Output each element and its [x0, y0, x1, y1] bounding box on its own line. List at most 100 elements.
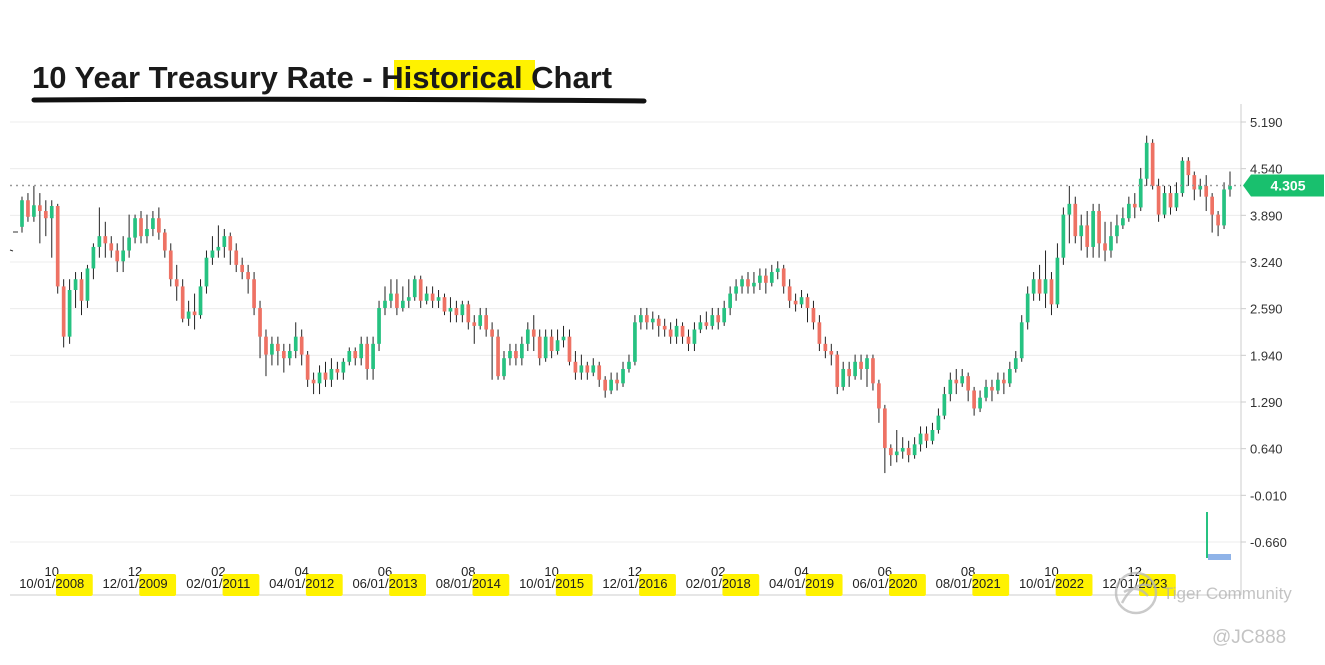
x-tick-month: 02 — [711, 564, 725, 579]
candle — [781, 264, 786, 294]
candle — [281, 343, 286, 373]
candle-body — [246, 272, 250, 280]
candle-body — [1085, 225, 1090, 247]
x-tick-prefix: 04/01/ — [769, 576, 806, 591]
candle — [1109, 221, 1113, 258]
x-tick-year: 2018 — [722, 576, 751, 591]
candle-body — [621, 368, 625, 384]
candle — [311, 372, 316, 395]
candle-body — [192, 311, 197, 316]
candle — [799, 290, 804, 308]
candle — [1198, 178, 1203, 197]
candle-body — [1132, 203, 1137, 208]
candle-body — [109, 243, 114, 251]
candle-body — [924, 433, 929, 441]
candle — [883, 404, 887, 474]
candle-body — [835, 354, 840, 387]
candle-body — [85, 268, 90, 301]
candle-body — [1067, 203, 1072, 215]
chart-title-text: 10 Year Treasury Rate - Historical Chart — [32, 60, 612, 95]
x-tick-date: 12/01/2016 — [602, 576, 667, 591]
candle — [1019, 315, 1024, 362]
candle-body — [877, 383, 881, 409]
candle — [323, 361, 328, 387]
candle — [436, 290, 441, 308]
x-tick-month: 06 — [878, 564, 892, 579]
candle-body — [460, 304, 465, 316]
candle — [900, 437, 905, 459]
candle-body — [365, 343, 369, 369]
candle — [674, 318, 679, 344]
candle-body — [383, 300, 387, 308]
candle — [948, 372, 953, 402]
candle — [287, 343, 292, 366]
candle-body — [686, 336, 691, 344]
candle — [656, 315, 661, 337]
x-tick-month: 12 — [128, 564, 142, 579]
candle-body — [1055, 257, 1060, 305]
candle-body — [811, 307, 816, 323]
x-tick-year-highlight — [472, 574, 510, 596]
candle — [1103, 221, 1107, 262]
candle-body — [180, 286, 185, 319]
candle-body — [43, 211, 48, 219]
candle-body — [442, 297, 447, 312]
candle-body — [1138, 178, 1143, 208]
current-price-tag: 4.305 — [1243, 174, 1324, 197]
candle — [585, 361, 590, 380]
x-tick-year-highlight — [389, 574, 426, 596]
y-tick-label: -0.660 — [1250, 535, 1287, 550]
candle — [549, 329, 554, 359]
candle — [383, 286, 387, 316]
candle — [168, 243, 173, 287]
candle-body — [859, 361, 863, 369]
candle — [942, 386, 947, 420]
candle — [1132, 193, 1137, 219]
candle — [32, 185, 36, 222]
candle-body — [1204, 185, 1209, 197]
candle-body — [990, 386, 994, 391]
candle-body — [502, 358, 506, 377]
candle-body — [775, 268, 780, 273]
candle — [406, 279, 411, 308]
candle — [174, 264, 179, 301]
candle — [198, 279, 203, 319]
x-tick-date: 08/01/2014 — [436, 576, 501, 591]
x-tick-prefix: 10/01/ — [1019, 576, 1056, 591]
candle-body — [73, 279, 78, 290]
x-tick-month: 02 — [211, 564, 225, 579]
current-price-text: 4.305 — [1270, 178, 1305, 194]
candle — [990, 379, 994, 402]
candle-body — [662, 325, 667, 330]
candle — [1037, 264, 1042, 301]
candle-body — [627, 361, 631, 369]
candle-body — [305, 354, 310, 380]
candle-body — [1144, 142, 1149, 179]
candle — [1162, 185, 1167, 219]
x-tick-year-highlight — [555, 574, 593, 596]
candle-body — [1073, 203, 1078, 237]
candle-body — [710, 315, 715, 326]
candle-body — [317, 372, 322, 384]
candle — [520, 336, 524, 366]
candle-body — [704, 322, 709, 326]
y-tick-label: -0.010 — [1250, 488, 1287, 503]
candle — [1126, 196, 1131, 222]
x-tick-year-highlight — [55, 574, 93, 596]
candle-body — [585, 365, 590, 373]
x-tick-month: 12 — [628, 564, 642, 579]
chart-title: 10 Year Treasury Rate - Historical Chart — [31, 60, 647, 104]
candle-body — [490, 329, 494, 337]
candle-body — [401, 300, 405, 308]
x-tick-year: 2015 — [555, 576, 584, 591]
candle — [412, 275, 417, 301]
candle-body — [139, 218, 143, 237]
candle — [1228, 171, 1232, 197]
candle — [258, 300, 262, 359]
candle-body — [900, 447, 905, 452]
candle-body — [823, 343, 828, 352]
